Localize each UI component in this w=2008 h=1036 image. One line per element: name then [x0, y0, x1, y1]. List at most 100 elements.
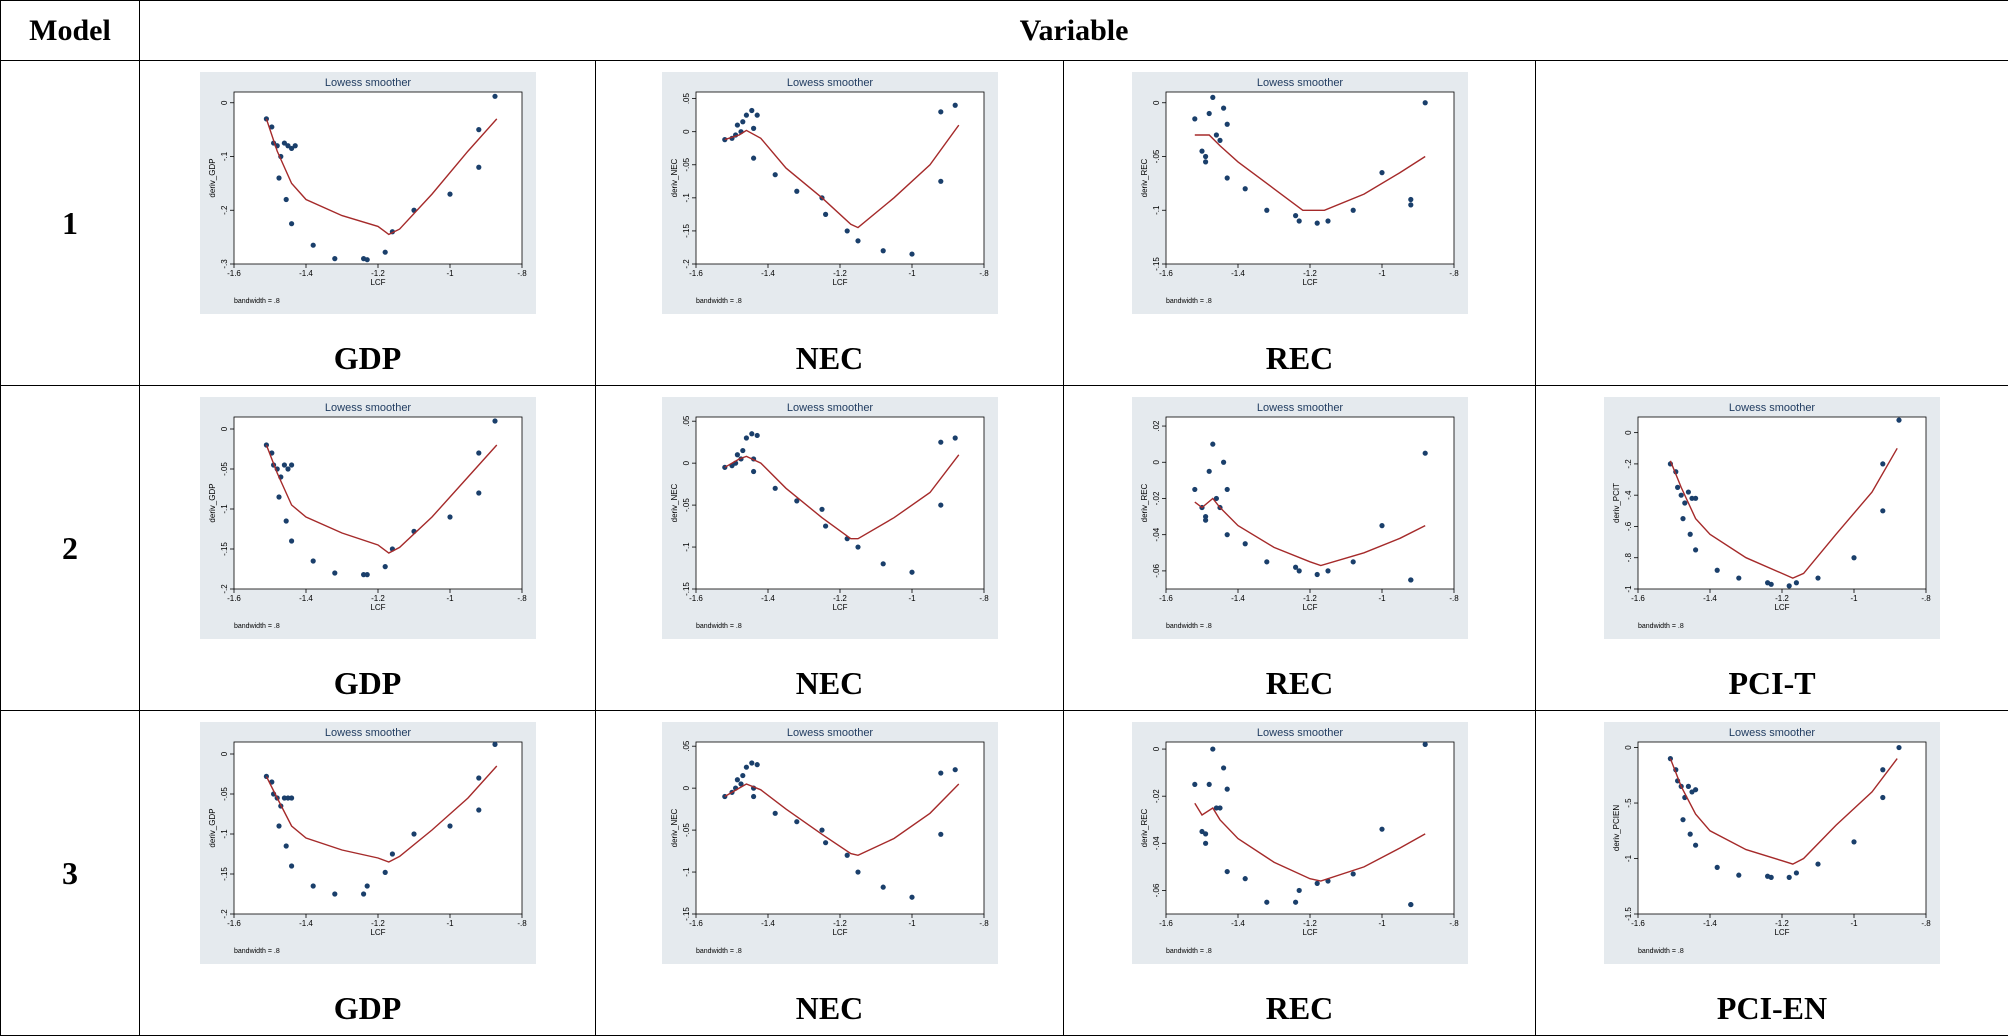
plot-area — [234, 742, 522, 914]
scatter-point — [289, 863, 294, 868]
scatter-point — [1296, 218, 1301, 223]
bandwidth-note: bandwidth = .8 — [1166, 623, 1212, 630]
scatter-point — [1203, 159, 1208, 164]
y-tick-label: -1.5 — [1624, 906, 1633, 920]
x-tick-label: -1 — [1378, 269, 1386, 278]
scatter-point — [855, 544, 860, 549]
x-tick-label: -1.4 — [299, 269, 313, 278]
y-axis-label: deriv_NEC — [670, 808, 679, 847]
scatter-point — [332, 891, 337, 896]
scatter-point — [772, 485, 777, 490]
model-number: 2 — [1, 386, 140, 711]
scatter-point — [909, 251, 914, 256]
scatter-point — [476, 490, 481, 495]
scatter-point — [1206, 110, 1211, 115]
model-header: Model — [1, 1, 140, 61]
chart-title: Lowess smoother — [786, 77, 873, 89]
scatter-point — [1325, 218, 1330, 223]
scatter-point — [909, 569, 914, 574]
chart-title: Lowess smoother — [1256, 77, 1343, 89]
scatter-point — [1787, 874, 1792, 879]
y-tick-label: -.2 — [220, 583, 229, 593]
scatter-point — [740, 119, 745, 124]
scatter-point — [310, 883, 315, 888]
y-axis-label: deriv_GDP — [208, 483, 217, 522]
x-tick-label: -1 — [908, 594, 916, 603]
lowess-chart-model2-gdp: Lowess smoother-1.6-1.4-1.2-1-.80-.05-.1… — [200, 397, 536, 639]
model-number: 1 — [1, 61, 140, 386]
y-tick-label: -.04 — [1152, 835, 1161, 849]
x-tick-label: -1.2 — [833, 269, 847, 278]
scatter-point — [1896, 417, 1901, 422]
x-tick-label: -1 — [1378, 919, 1386, 928]
x-axis-label: LCF — [370, 603, 385, 612]
x-tick-label: -1.2 — [1303, 594, 1317, 603]
scatter-point — [411, 831, 416, 836]
y-tick-label: 0 — [1152, 746, 1161, 751]
scatter-point — [909, 894, 914, 899]
scatter-point — [276, 175, 281, 180]
scatter-point — [1350, 207, 1355, 212]
scatter-point — [1224, 121, 1229, 126]
scatter-point — [1675, 484, 1680, 489]
scatter-point — [1693, 787, 1698, 792]
scatter-point — [749, 760, 754, 765]
y-tick-label: -.02 — [1152, 788, 1161, 802]
y-tick-label: -.3 — [220, 258, 229, 268]
x-tick-label: -.8 — [517, 269, 527, 278]
scatter-point — [1203, 153, 1208, 158]
scatter-point — [476, 127, 481, 132]
x-tick-label: -1.6 — [689, 594, 703, 603]
x-tick-label: -.8 — [979, 269, 989, 278]
y-tick-label: -.2 — [1624, 458, 1633, 468]
scatter-point — [1769, 581, 1774, 586]
scatter-point — [880, 884, 885, 889]
lowess-chart-model1-rec: Lowess smoother-1.6-1.4-1.2-1-.80-.05-.1… — [1132, 72, 1468, 314]
scatter-point — [1296, 887, 1301, 892]
scatter-point — [283, 196, 288, 201]
y-tick-label: -.15 — [220, 866, 229, 880]
scatter-point — [938, 831, 943, 836]
scatter-point — [734, 777, 739, 782]
x-axis-label: LCF — [1302, 928, 1317, 937]
scatter-point — [292, 143, 297, 148]
scatter-point — [1242, 186, 1247, 191]
lowess-chart-model1-gdp: Lowess smoother-1.6-1.4-1.2-1-.80-.1-.2-… — [200, 72, 536, 314]
lowess-chart-model1-nec: Lowess smoother-1.6-1.4-1.2-1-.8.050-.05… — [662, 72, 998, 314]
variable-label: REC — [1064, 663, 1535, 703]
variable-label: GDP — [140, 988, 595, 1028]
model-number: 3 — [1, 711, 140, 1036]
x-tick-label: -1.2 — [371, 919, 385, 928]
scatter-point — [492, 418, 497, 423]
scatter-point — [276, 823, 281, 828]
y-tick-label: -.15 — [220, 541, 229, 555]
x-tick-label: -1 — [1850, 594, 1858, 603]
y-axis-label: deriv_PCIEN — [1612, 804, 1621, 850]
y-tick-label: 0 — [1624, 744, 1633, 749]
y-tick-label: -.05 — [220, 786, 229, 800]
x-tick-label: -1.6 — [1159, 919, 1173, 928]
scatter-point — [1815, 575, 1820, 580]
y-tick-label: 0 — [1624, 429, 1633, 434]
scatter-point — [364, 572, 369, 577]
scatter-point — [476, 450, 481, 455]
scatter-point — [1350, 559, 1355, 564]
y-tick-label: 0 — [220, 751, 229, 756]
scatter-point — [1379, 523, 1384, 528]
x-tick-label: -1.2 — [1775, 919, 1789, 928]
y-tick-label: .02 — [1152, 419, 1161, 431]
scatter-point — [1314, 880, 1319, 885]
scatter-point — [855, 238, 860, 243]
x-tick-label: -1.4 — [299, 919, 313, 928]
x-axis-label: LCF — [1302, 278, 1317, 287]
scatter-point — [1325, 568, 1330, 573]
lowess-chart-model3-nec: Lowess smoother-1.6-1.4-1.2-1-.8.050-.05… — [662, 722, 998, 964]
scatter-point — [794, 188, 799, 193]
y-axis-label: deriv_REC — [1140, 808, 1149, 847]
